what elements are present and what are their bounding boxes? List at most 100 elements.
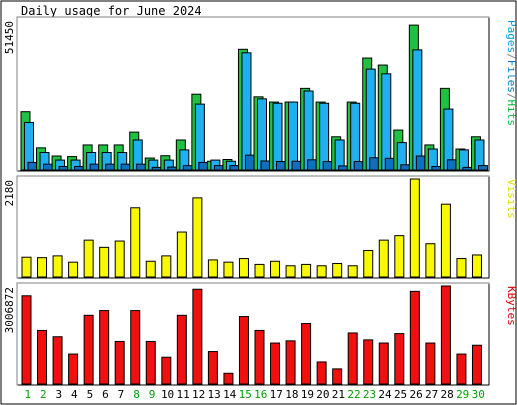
bar-visits-day-30 [471,254,482,278]
bar-pages-day-9 [151,166,162,171]
legend-entry-1-2: Files [505,60,517,93]
bar-kbytes-day-12 [192,288,203,385]
x-tick-label-day-5: 5 [87,388,94,401]
bar-visits-day-13 [207,259,218,278]
x-tick-label-day-8: 8 [133,388,140,401]
legend-3: KBytes [505,286,517,326]
bar-visits-day-10 [161,255,172,278]
x-tick-label-day-22: 22 [347,388,360,401]
bar-visits-day-2 [37,257,48,278]
bar-kbytes-day-28 [440,285,451,385]
x-tick-label-day-1: 1 [24,388,31,401]
bar-kbytes-day-27 [425,342,436,385]
x-tick-label-day-11: 11 [176,388,189,401]
x-tick-label-day-7: 7 [118,388,125,401]
bar-kbytes-day-30 [471,344,482,385]
bar-files-day-23 [365,68,376,171]
bar-visits-day-9 [145,260,156,278]
bar-visits-day-23 [363,249,374,278]
bar-kbytes-day-22 [347,332,358,385]
x-tick-label-day-24: 24 [378,388,392,401]
x-tick-label-day-23: 23 [363,388,376,401]
bar-kbytes-day-24 [378,342,389,385]
bar-files-day-18 [288,101,299,171]
bar-files-day-12 [194,103,205,171]
bar-pages-day-20 [322,161,333,171]
bar-visits-day-19 [301,263,312,278]
legend-entry-1-0: Pages [505,20,517,53]
x-tick-label-day-4: 4 [71,388,78,401]
bar-kbytes-day-2 [37,329,48,385]
bar-pages-day-12 [198,161,209,171]
bar-kbytes-day-7 [114,340,125,385]
y-max-label-1: 51450 [3,21,16,54]
legend-entry-2-0: Visits [505,179,517,219]
bar-pages-day-5 [89,163,100,171]
bar-pages-day-26 [415,155,426,171]
x-tick-label-day-16: 16 [254,388,267,401]
bar-pages-day-11 [182,165,193,171]
legend-2: Visits [505,179,517,219]
bar-kbytes-day-29 [456,353,467,385]
bar-visits-day-24 [378,239,389,278]
bar-files-day-19 [303,90,314,171]
y-max-label-2: 2180 [3,180,16,207]
bar-kbytes-day-19 [301,322,312,385]
x-tick-label-day-28: 28 [441,388,454,401]
bar-pages-day-30 [477,165,488,171]
bar-visits-day-26 [409,178,420,278]
bar-files-day-26 [412,49,423,171]
bar-visits-day-18 [285,265,296,278]
bar-pages-day-24 [384,157,395,171]
bar-visits-day-12 [192,197,203,278]
bar-kbytes-day-13 [207,351,218,385]
bar-pages-day-10 [167,166,178,171]
bar-pages-day-22 [353,161,364,171]
bar-files-day-15 [241,52,252,171]
legend-entry-1-3: / [505,93,517,100]
bar-kbytes-day-20 [316,361,327,385]
bar-kbytes-day-10 [161,356,172,385]
legend-entry-3-0: KBytes [505,286,517,326]
bar-visits-day-21 [332,263,343,278]
x-tick-label-day-20: 20 [316,388,329,401]
x-tick-label-day-6: 6 [102,388,109,401]
bar-pages-day-13 [213,165,224,171]
bar-kbytes-day-14 [223,372,234,385]
bar-visits-day-14 [223,261,234,278]
bar-visits-day-8 [130,207,141,278]
bar-visits-day-15 [238,258,249,278]
x-tick-label-day-13: 13 [208,388,221,401]
bar-files-day-24 [381,73,392,171]
bar-kbytes-day-4 [68,353,79,385]
bar-pages-day-3 [58,166,69,171]
bar-files-day-16 [257,98,267,171]
legend-entry-1-1: / [505,53,517,60]
bar-pages-day-15 [244,154,255,171]
bar-pages-day-1 [27,161,38,171]
bar-visits-day-4 [68,261,79,278]
bar-files-day-22 [350,102,361,171]
x-tick-label-day-26: 26 [409,388,422,401]
bar-pages-day-28 [446,159,457,171]
bar-kbytes-day-9 [145,340,156,385]
bar-kbytes-day-21 [332,368,343,385]
x-tick-label-day-12: 12 [192,388,205,401]
x-tick-label-day-18: 18 [285,388,298,401]
bar-pages-day-7 [120,163,131,171]
bar-visits-day-22 [347,265,358,278]
x-tick-label-day-19: 19 [301,388,314,401]
bar-kbytes-day-16 [254,329,265,385]
bar-kbytes-day-5 [83,314,94,385]
bar-visits-day-27 [425,243,436,278]
bar-kbytes-day-8 [130,310,141,385]
x-tick-label-day-14: 14 [223,388,237,401]
bar-visits-day-6 [99,246,110,278]
x-tick-label-day-17: 17 [270,388,283,401]
bar-pages-day-16 [260,160,271,171]
bar-visits-day-1 [21,256,32,278]
